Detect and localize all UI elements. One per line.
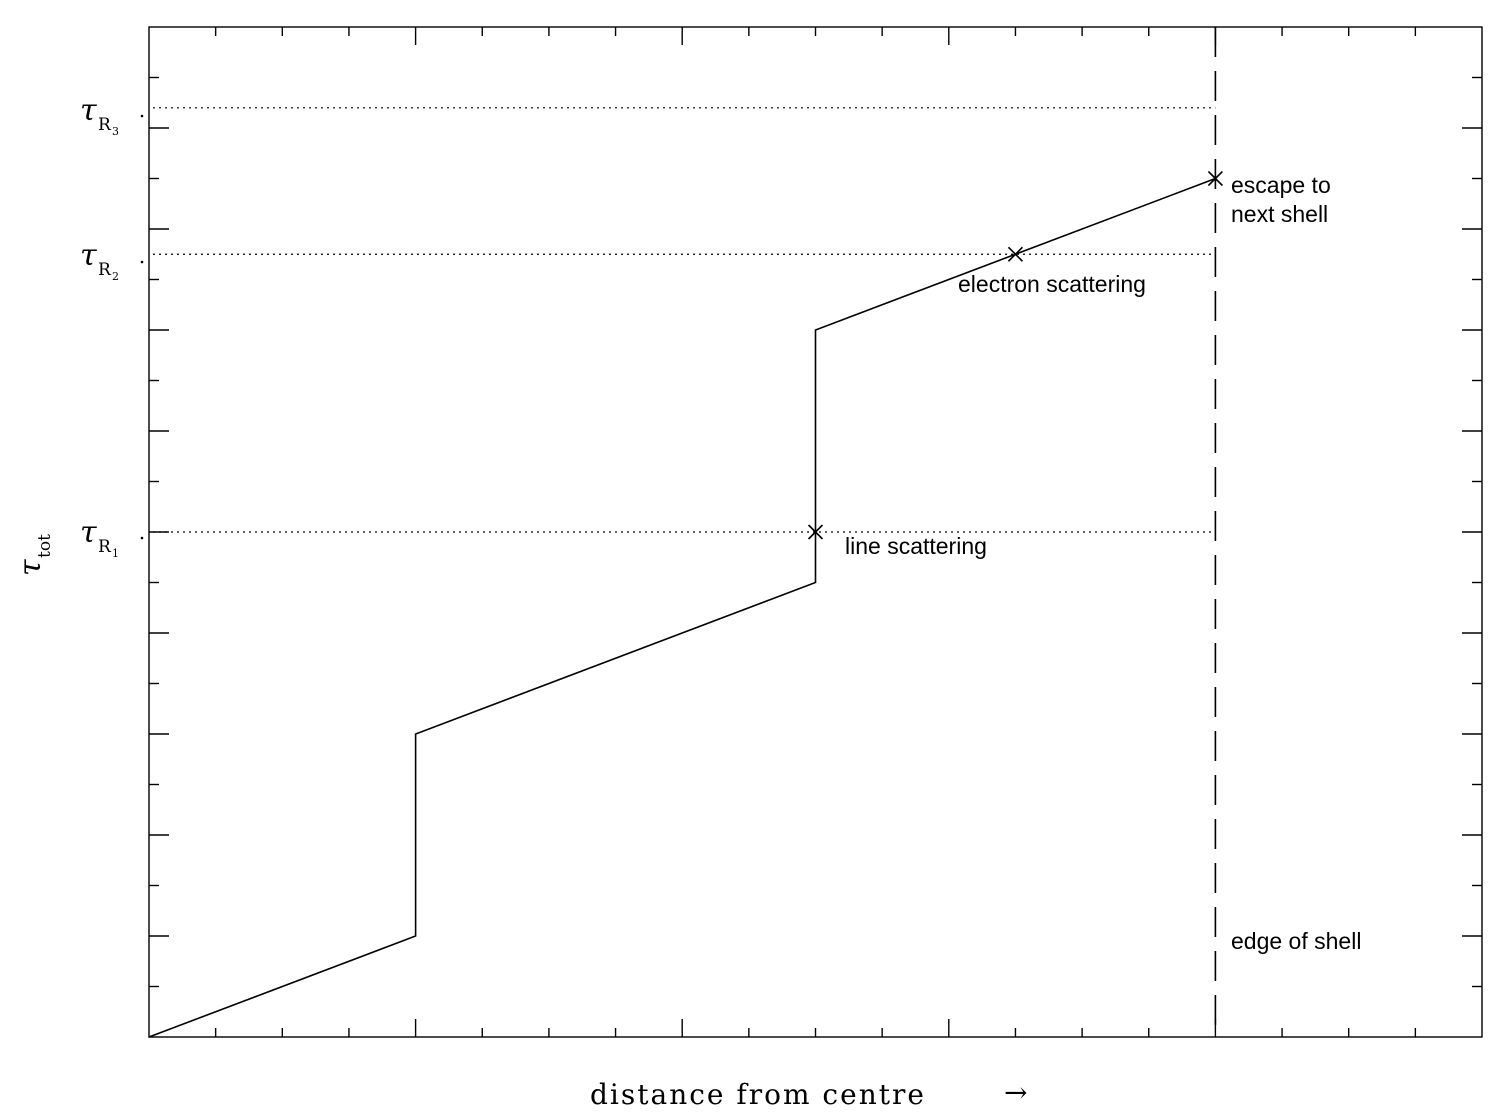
- y-axis-label: τ tot: [13, 534, 55, 576]
- svg-text:R: R: [98, 115, 112, 135]
- x-axis-label: distance from centre: [590, 1078, 926, 1111]
- svg-text:τ: τ: [80, 238, 97, 273]
- annotation-next-shell: next shell: [1231, 201, 1328, 227]
- svg-text:τ: τ: [80, 515, 97, 550]
- svg-text:τ: τ: [80, 93, 97, 128]
- scatter-event-markers: [807, 170, 1223, 540]
- svg-text:R: R: [98, 260, 112, 280]
- tau-r1-label: τ R 1: [80, 515, 144, 560]
- annotation-electron-scattering: electron scattering: [958, 271, 1146, 297]
- marker-2: [1007, 246, 1024, 262]
- reference-level-labels: τ R 1 τ R 2 τ R 3: [80, 93, 144, 560]
- svg-text:R: R: [98, 537, 112, 557]
- annotation-line-scattering: line scattering: [845, 533, 987, 559]
- marker-1: [807, 524, 824, 540]
- tau-r2-label: τ R 2: [80, 238, 144, 283]
- svg-text:1: 1: [112, 547, 119, 560]
- annotation-edge-of-shell: edge of shell: [1231, 928, 1361, 954]
- svg-text:2: 2: [112, 270, 119, 283]
- axis-ticks: [149, 27, 1482, 1037]
- svg-text:τ: τ: [13, 559, 48, 576]
- reference-level-lines: [153, 107, 1216, 533]
- series-line: [148, 177, 1216, 1038]
- marker-3: [1207, 170, 1223, 187]
- svg-text:tot: tot: [35, 534, 55, 558]
- x-axis-arrow: →: [1004, 1076, 1029, 1109]
- annotation-escape-to: escape to: [1231, 172, 1331, 198]
- tau-r3-label: τ R 3: [80, 93, 144, 138]
- svg-text:3: 3: [112, 125, 119, 138]
